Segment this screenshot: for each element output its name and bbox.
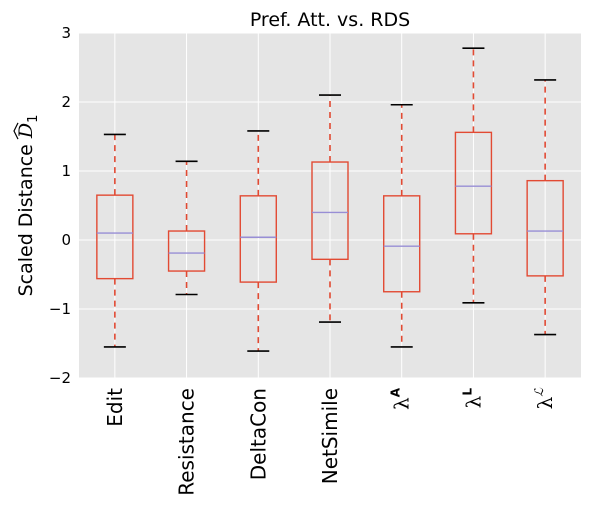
x-tick-label: λA — [389, 387, 414, 410]
y-axis-label-text: Scaled Distance — [15, 144, 37, 296]
y-tick-label: 3 — [61, 24, 71, 42]
box — [239, 195, 277, 283]
chart-title: Pref. Att. vs. RDS — [250, 9, 410, 31]
box — [96, 194, 134, 280]
y-tick-label: 0 — [61, 231, 71, 249]
x-tick-superscript: ℒ — [532, 388, 546, 397]
y-axis-ticks: −2 −1 0 1 2 3 — [49, 24, 71, 387]
x-tick-label: Resistance — [175, 388, 199, 496]
x-tick-superscript: L — [460, 388, 474, 396]
y-tick-label: 1 — [61, 162, 71, 180]
box — [454, 131, 493, 235]
box — [311, 161, 349, 261]
y-axis-label-hat — [13, 122, 19, 140]
boxes — [96, 47, 564, 352]
x-tick-label: NetSimile — [318, 388, 342, 484]
box — [383, 195, 421, 293]
y-tick-label: −1 — [49, 300, 71, 318]
y-axis-label-subscript: 1 — [26, 115, 41, 123]
x-axis-ticks: Edit Resistance DeltaCon NetSimile λA λL λℒ — [103, 387, 557, 495]
x-tick-label: DeltaCon — [246, 388, 270, 480]
y-tick-label: 2 — [61, 93, 71, 111]
y-axis-label: Scaled Distance D1 — [15, 115, 41, 297]
y-tick-label: −2 — [49, 369, 71, 387]
x-tick-label: Edit — [103, 388, 127, 427]
box — [526, 179, 564, 277]
y-axis-label-symbol: D — [15, 123, 37, 139]
x-tick-label: λL — [460, 388, 485, 409]
x-tick-label: λℒ — [532, 388, 557, 410]
box — [167, 230, 206, 272]
x-tick-superscript: A — [389, 387, 403, 397]
